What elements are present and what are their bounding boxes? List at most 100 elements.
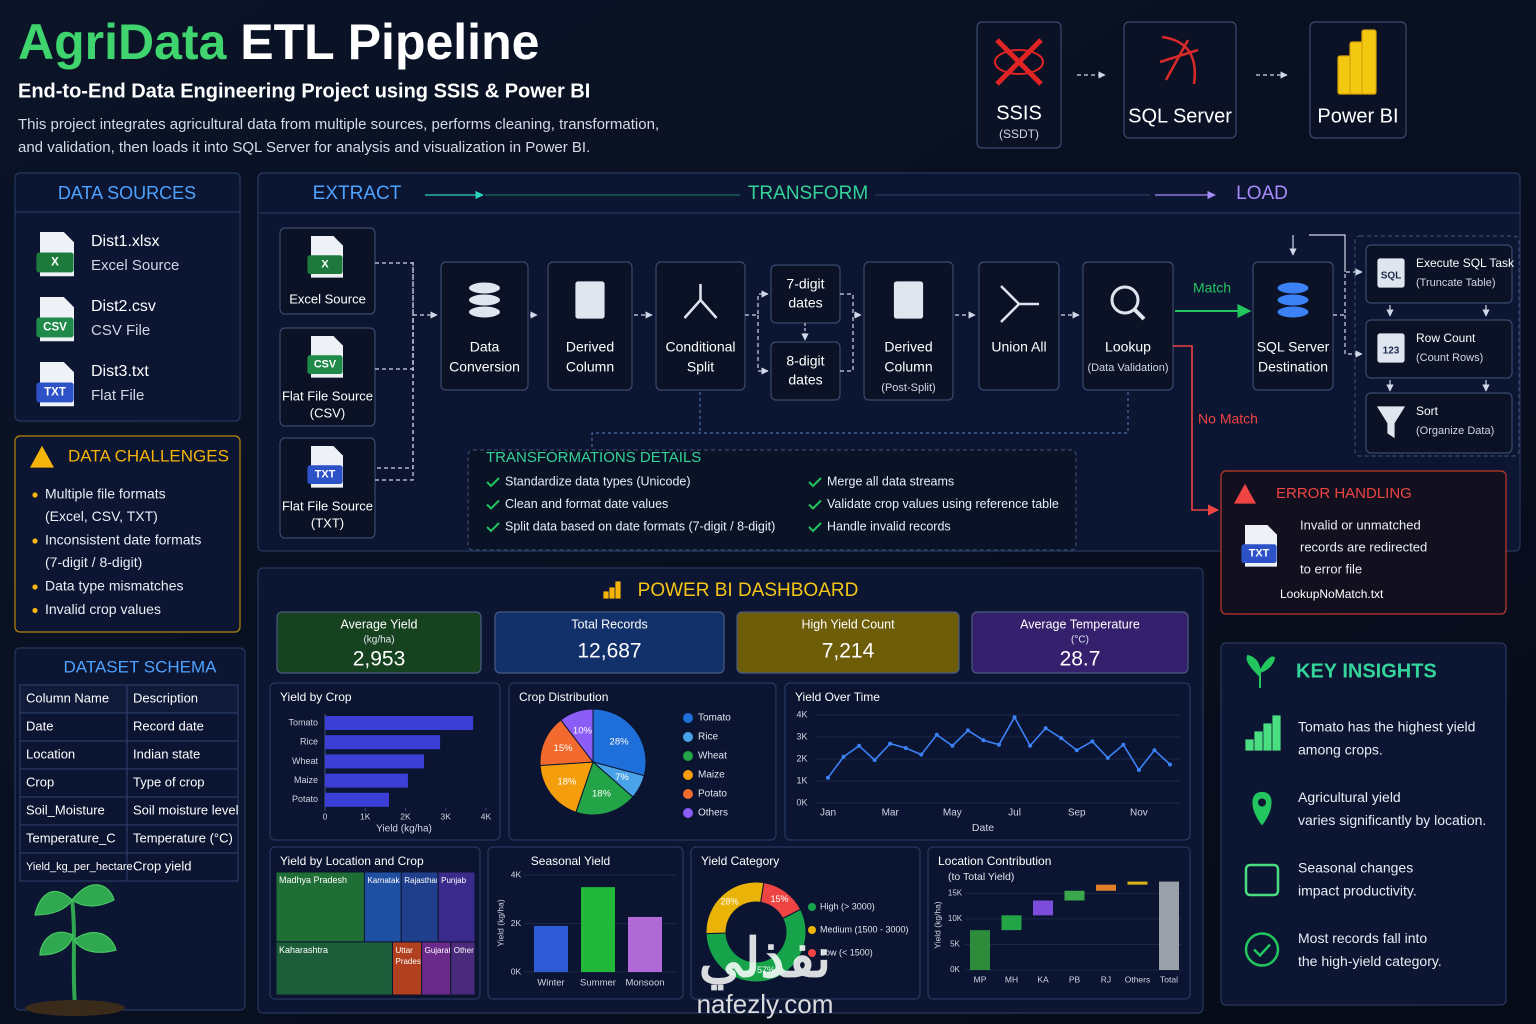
- bar: [325, 716, 474, 730]
- connector: [840, 315, 854, 372]
- file-badge: [36, 382, 74, 403]
- lookup-icon: [1110, 285, 1140, 315]
- title-main: ETL Pipeline: [240, 14, 539, 70]
- label: Most records fall into: [1298, 930, 1427, 946]
- insight-icon: [1252, 791, 1272, 826]
- legend-swatch: [683, 751, 693, 761]
- insight-icon: [1272, 715, 1281, 751]
- x-tick-label: RJ: [1101, 974, 1111, 984]
- sql-icon: [1159, 35, 1199, 85]
- section-title: DATASET SCHEMA: [63, 657, 217, 676]
- stage-title: LOAD: [1236, 183, 1288, 204]
- table-cell: [126, 712, 239, 742]
- x-tick-label: Mar: [882, 808, 900, 819]
- table-cell: [126, 852, 239, 882]
- file-badge: [1241, 544, 1277, 564]
- chart-title: Yield Category: [701, 854, 779, 868]
- file-badge: [36, 252, 74, 273]
- category-label: Rice: [300, 737, 318, 747]
- label: Split data based on date formats (7-digi…: [505, 519, 775, 533]
- table-cell-text: Temperature_C: [26, 830, 116, 845]
- stage-title: EXTRACT: [313, 183, 402, 204]
- step-label: Column: [566, 359, 614, 375]
- badge-text: X: [51, 257, 59, 269]
- y-tick-label: 2K: [796, 753, 807, 763]
- section-title: DATA SOURCES: [58, 183, 196, 203]
- check-icon: [486, 499, 500, 510]
- x-axis-label: Date: [972, 822, 994, 834]
- table-cell: [19, 684, 128, 714]
- connector: [840, 293, 862, 319]
- insight-icon: [1258, 798, 1266, 807]
- dashboard-icon: [609, 587, 615, 599]
- insight-icon: [1244, 932, 1280, 967]
- category-label: Tomato: [288, 717, 318, 727]
- step-node: [655, 261, 746, 391]
- title-accent: AgriData: [18, 14, 228, 70]
- tool-note: (SSDT): [999, 127, 1039, 141]
- kpi-value: 7,214: [822, 640, 875, 663]
- label: Invalid crop values: [45, 601, 161, 617]
- step-node: [440, 261, 529, 391]
- y-tick-label: 5K: [950, 940, 960, 949]
- task-icon: [1377, 258, 1405, 288]
- kpi-card: [276, 611, 482, 674]
- label: and validation, then loads it into SQL S…: [18, 139, 590, 156]
- x-tick-label: Monsoon: [625, 978, 664, 989]
- point: [1074, 748, 1079, 753]
- table-cell-text: Location: [26, 746, 75, 761]
- file-type: Flat File: [91, 387, 144, 404]
- file-type: Excel Source: [91, 257, 179, 274]
- pie-slice: [539, 761, 594, 813]
- x-tick-label: Winter: [537, 978, 564, 989]
- table-cell: [19, 768, 128, 798]
- file-name: Dist1.xlsx: [91, 233, 159, 250]
- label: (CSV): [310, 405, 345, 420]
- error-file: LookupNoMatch.txt: [1280, 587, 1384, 601]
- bullet: [32, 492, 38, 498]
- formula-icon: [575, 281, 605, 319]
- label: Multiple file formats: [45, 486, 166, 502]
- bullet: [32, 607, 38, 614]
- x-tick-label: Others: [1125, 974, 1151, 984]
- label: Excel Source: [289, 291, 366, 306]
- step-node: [978, 261, 1060, 391]
- kpi-label: Average Yield: [341, 617, 418, 631]
- label: Flat File Source: [282, 498, 373, 513]
- point: [1059, 736, 1064, 741]
- db-icon: [468, 293, 501, 307]
- point: [950, 743, 955, 748]
- tool-name: Power BI: [1317, 105, 1398, 127]
- label: (7-digit / 8-digit): [45, 554, 142, 570]
- kpi-card: [736, 611, 960, 674]
- label: Inconsistent date formats: [45, 532, 201, 548]
- connector: [745, 290, 769, 316]
- section-title: ERROR HANDLING: [1276, 485, 1412, 502]
- y-tick-label: 15K: [948, 888, 963, 897]
- label: Agricultural yield: [1298, 789, 1401, 805]
- page-title: AgriData ETL Pipeline: [18, 14, 539, 70]
- warning-icon: [29, 445, 55, 468]
- y-axis-label: Yield (kg/ha): [495, 899, 505, 947]
- kpi-value: 28.7: [1060, 648, 1101, 671]
- treemap-label-box: Others: [454, 946, 474, 955]
- kpi-label: Average Temperature: [1020, 617, 1140, 631]
- step-label: Lookup: [1105, 339, 1151, 355]
- step-label: Conditional: [665, 339, 735, 355]
- tool-name: SQL Server: [1128, 105, 1232, 127]
- chart-card: [927, 846, 1191, 1000]
- file-name: Dist2.csv: [91, 298, 156, 315]
- point: [981, 738, 986, 743]
- legend-swatch: [808, 949, 816, 957]
- step-label: dates: [788, 295, 822, 311]
- point: [1090, 739, 1095, 744]
- step-label: Destination: [1258, 359, 1328, 375]
- panel: [14, 172, 241, 422]
- x-tick-label: 1K: [360, 811, 371, 821]
- legend-label: High (> 3000): [820, 901, 875, 911]
- slice-label: 28%: [610, 737, 630, 748]
- source-node: [279, 437, 376, 539]
- table-cell-text: Yield_kg_per_hectare: [26, 861, 133, 873]
- waterfall-bar: [1096, 884, 1116, 891]
- label: varies significantly by location.: [1298, 812, 1486, 828]
